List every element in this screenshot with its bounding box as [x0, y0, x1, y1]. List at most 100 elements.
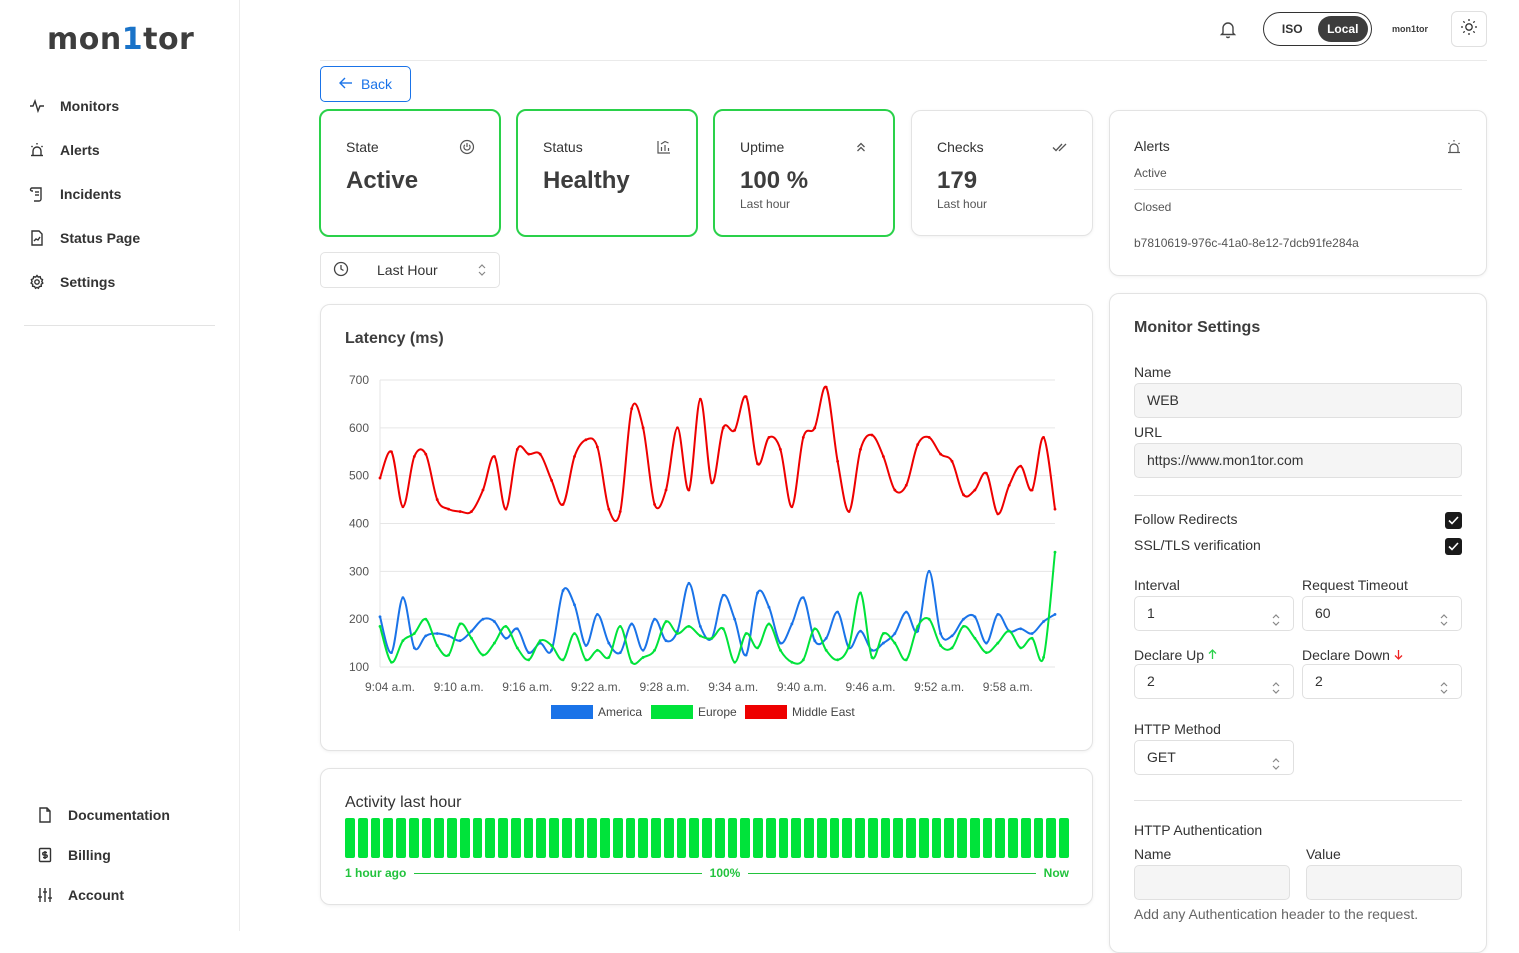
activity-bar[interactable]	[1033, 818, 1044, 858]
activity-bar[interactable]	[459, 818, 470, 858]
activity-bar[interactable]	[816, 818, 827, 858]
auth-name-input[interactable]	[1134, 865, 1290, 900]
interval-select[interactable]: 1	[1134, 596, 1294, 631]
activity-bar[interactable]	[498, 818, 508, 858]
data-point	[813, 627, 817, 631]
sidebar-item-settings[interactable]: Settings	[24, 260, 216, 304]
activity-bar[interactable]	[918, 818, 929, 858]
data-point	[939, 644, 942, 647]
http-method-select[interactable]: GET	[1134, 740, 1294, 775]
activity-bar[interactable]	[765, 818, 776, 858]
toggle-option-local[interactable]: Local	[1317, 16, 1368, 42]
activity-bar[interactable]	[1046, 818, 1056, 858]
activity-bar[interactable]	[867, 818, 878, 858]
stat-card-state: State Active	[319, 109, 501, 237]
sidebar-item-monitors[interactable]: Monitors	[24, 84, 216, 128]
activity-bar[interactable]	[791, 818, 801, 858]
activity-bar[interactable]	[370, 818, 381, 858]
back-button[interactable]: Back	[320, 66, 411, 102]
notifications-bell-icon[interactable]	[1218, 19, 1238, 39]
avatar[interactable]: mon1tor	[1392, 24, 1428, 34]
activity-bar[interactable]	[663, 818, 674, 858]
activity-bar[interactable]	[740, 818, 750, 858]
activity-bar[interactable]	[357, 818, 368, 858]
activity-bar[interactable]	[689, 818, 699, 858]
alerts-active-label[interactable]: Active	[1134, 166, 1462, 190]
activity-bar[interactable]	[587, 818, 597, 858]
activity-bar[interactable]	[447, 818, 457, 858]
arrow-left-icon	[338, 76, 353, 92]
activity-bar[interactable]	[612, 818, 623, 858]
activity-bar[interactable]	[600, 818, 610, 858]
activity-bar[interactable]	[727, 818, 738, 858]
activity-bar[interactable]	[969, 818, 980, 858]
activity-bar[interactable]	[651, 818, 661, 858]
activity-bar[interactable]	[625, 818, 636, 858]
activity-bar[interactable]	[536, 818, 546, 858]
activity-bar[interactable]	[510, 818, 521, 858]
activity-bar[interactable]	[702, 818, 712, 858]
activity-bar[interactable]	[880, 818, 891, 858]
activity-bar[interactable]	[995, 818, 1005, 858]
url-input[interactable]: https://www.mon1tor.com	[1134, 443, 1462, 478]
activity-bar[interactable]	[944, 818, 954, 858]
data-point	[813, 426, 817, 430]
activity-bar[interactable]	[408, 818, 419, 858]
activity-bar[interactable]	[549, 818, 559, 858]
data-point	[515, 627, 519, 631]
activity-bar[interactable]	[434, 818, 444, 858]
activity-bar[interactable]	[931, 818, 942, 858]
activity-bar[interactable]	[753, 818, 763, 858]
activity-bar[interactable]	[345, 818, 355, 858]
data-point	[538, 639, 542, 643]
data-point	[824, 648, 828, 652]
activity-bar[interactable]	[383, 818, 393, 858]
activity-bar[interactable]	[842, 818, 852, 858]
sidebar-item-billing[interactable]: Billing	[32, 835, 224, 875]
activity-bar[interactable]	[982, 818, 993, 858]
data-point	[412, 632, 416, 635]
toggle-option-iso[interactable]: ISO	[1281, 22, 1303, 36]
activity-bar[interactable]	[906, 818, 916, 858]
sidebar-item-status-page[interactable]: Status Page	[24, 216, 216, 260]
sidebar-item-incidents[interactable]: Incidents	[24, 172, 216, 216]
activity-bar[interactable]	[485, 818, 495, 858]
name-input[interactable]: WEB	[1134, 383, 1462, 418]
activity-bar[interactable]	[957, 818, 967, 858]
activity-bar[interactable]	[1059, 818, 1069, 858]
activity-bar[interactable]	[523, 818, 534, 858]
activity-bar[interactable]	[829, 818, 840, 858]
ssl-verification-checkbox[interactable]	[1445, 538, 1462, 555]
activity-bar[interactable]	[676, 818, 687, 858]
time-format-toggle[interactable]: ISO Local	[1263, 12, 1372, 46]
activity-bar[interactable]	[1020, 818, 1031, 858]
auth-value-input[interactable]	[1306, 865, 1462, 900]
activity-bar[interactable]	[638, 818, 648, 858]
activity-bar[interactable]	[396, 818, 406, 858]
theme-toggle-button[interactable]	[1451, 11, 1487, 47]
y-tick-label: 300	[349, 564, 369, 578]
activity-bar[interactable]	[893, 818, 903, 858]
activity-bar[interactable]	[421, 818, 432, 858]
activity-bar[interactable]	[778, 818, 789, 858]
app-logo[interactable]: mon1tor	[47, 22, 195, 57]
time-range-select[interactable]: Last Hour	[320, 252, 500, 288]
activity-bar[interactable]	[1008, 818, 1018, 858]
data-point	[573, 632, 576, 635]
activity-bar[interactable]	[855, 818, 865, 858]
activity-bar[interactable]	[804, 818, 814, 858]
sidebar-item-alerts[interactable]: Alerts	[24, 128, 216, 172]
follow-redirects-checkbox[interactable]	[1445, 512, 1462, 529]
activity-bar[interactable]	[472, 818, 483, 858]
alerts-closed-label[interactable]: Closed	[1134, 200, 1172, 214]
activity-bar[interactable]	[714, 818, 725, 858]
declare-down-select[interactable]: 2	[1302, 664, 1462, 699]
activity-bar[interactable]	[561, 818, 572, 858]
stat-label: Uptime	[740, 139, 785, 155]
request-timeout-select[interactable]: 60	[1302, 596, 1462, 631]
declare-up-select[interactable]: 2	[1134, 664, 1294, 699]
sidebar-item-account[interactable]: Account	[32, 875, 224, 915]
data-point	[584, 658, 588, 662]
activity-bar[interactable]	[574, 818, 585, 858]
sidebar-item-documentation[interactable]: Documentation	[32, 795, 224, 835]
